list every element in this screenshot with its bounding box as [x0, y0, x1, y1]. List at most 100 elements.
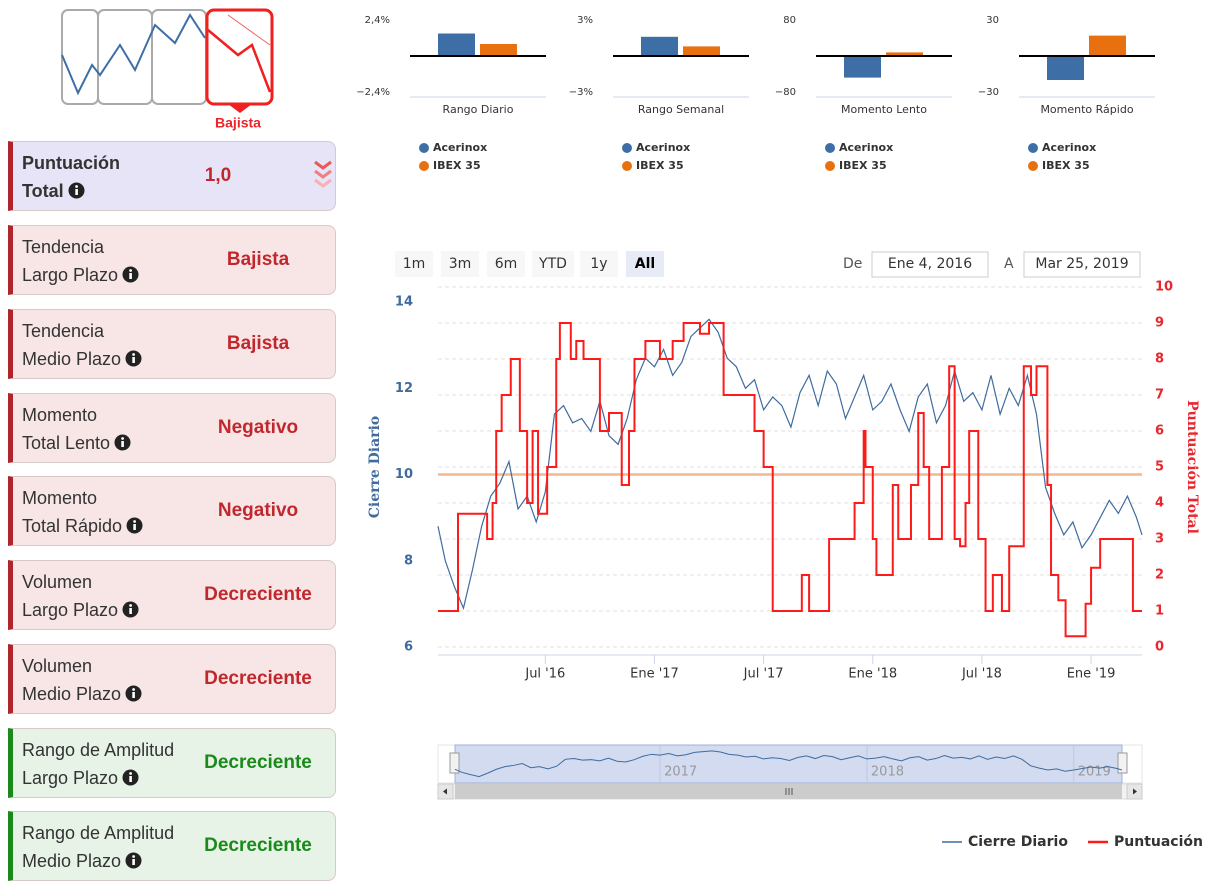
info-bar [121, 441, 124, 447]
info-icon[interactable] [125, 852, 142, 869]
range-button-label[interactable]: All [635, 256, 655, 272]
range-button[interactable] [626, 251, 664, 277]
arrow-right [1133, 788, 1137, 795]
from-date[interactable]: Ene 4, 2016 [888, 256, 972, 272]
navigator-handle[interactable] [1117, 752, 1128, 774]
label-line: Momento [22, 488, 98, 508]
legend-marker[interactable] [419, 143, 429, 153]
y2-tick-label: 8 [1155, 352, 1164, 367]
y2-tick-label: 9 [1155, 316, 1164, 331]
legend-marker[interactable] [622, 143, 632, 153]
score-label: Volumen Largo Plazo [22, 568, 139, 624]
info-bar [74, 189, 78, 195]
legend-label[interactable]: Acerinox [839, 141, 893, 154]
legend-label[interactable]: Puntuación [1114, 834, 1203, 850]
label-line: Tendencia [22, 321, 105, 341]
legend-marker[interactable] [622, 161, 632, 171]
label-line: Medio Plazo [22, 851, 122, 871]
navigator-window[interactable] [454, 744, 1123, 784]
chevron [314, 160, 332, 170]
label-line: Rango de Amplitud [22, 740, 175, 760]
y2-tick-label: 4 [1155, 496, 1164, 511]
info-bar [132, 859, 135, 865]
score-card: Volumen Medio Plazo Decreciente [8, 644, 336, 714]
legend-marker[interactable] [1028, 161, 1038, 171]
range-button-label[interactable]: 1m [403, 256, 426, 272]
legend-label[interactable]: IBEX 35 [1042, 159, 1090, 172]
chart-title: Momento Lento [841, 103, 927, 116]
y2-tick-label: 3 [1155, 532, 1164, 547]
icon-trend [227, 14, 271, 46]
score-value: 1,0 [204, 165, 232, 186]
score-value: Decreciente [204, 668, 312, 689]
range-button[interactable] [441, 251, 479, 277]
legend-label[interactable]: Acerinox [636, 141, 690, 154]
icon-pointer [228, 104, 252, 113]
info-dot [132, 688, 136, 691]
icon-label: Bajista [215, 115, 261, 131]
legend-label[interactable]: Acerinox [433, 141, 487, 154]
bar [438, 33, 475, 56]
legend-label[interactable]: Acerinox [1042, 141, 1096, 154]
from-input[interactable] [871, 251, 989, 278]
legend-marker[interactable] [825, 161, 835, 171]
score-card: Momento Total Rápido Negativo [8, 476, 336, 546]
info-icon[interactable] [122, 769, 139, 786]
info-icon[interactable] [125, 685, 142, 702]
range-button[interactable] [487, 251, 525, 277]
info-icon[interactable] [114, 434, 131, 451]
arrow-left [443, 788, 447, 795]
label-line: Largo Plazo [22, 600, 119, 620]
y-tick-label: 12 [395, 381, 413, 396]
series-line [438, 322, 1142, 638]
score-card: Volumen Largo Plazo Decreciente [8, 560, 336, 630]
info-icon[interactable] [125, 350, 142, 367]
to-label: A [1004, 256, 1014, 272]
range-button[interactable] [395, 251, 433, 277]
navigator-label: 2017 [664, 765, 697, 780]
label-line: Total Rápido [22, 516, 123, 536]
legend-label[interactable]: IBEX 35 [636, 159, 684, 172]
to-input[interactable] [1023, 251, 1141, 278]
bar [1047, 56, 1084, 80]
chart-title: Rango Semanal [638, 103, 724, 116]
info-icon[interactable] [122, 266, 139, 283]
score-label: Tendencia Medio Plazo [22, 317, 142, 373]
score-value: Bajista [226, 249, 290, 270]
navigator-label: 2018 [871, 765, 904, 780]
legend-marker[interactable] [1028, 143, 1038, 153]
icon-line [207, 29, 272, 93]
legend-marker[interactable] [419, 161, 429, 171]
info-dot [132, 353, 136, 356]
chart-title: Rango Diario [443, 103, 514, 116]
navigator-line [454, 750, 1123, 778]
chevron [314, 169, 332, 179]
legend-marker[interactable] [825, 143, 835, 153]
info-dot [133, 520, 137, 523]
score-value: Bajista [226, 333, 290, 354]
score-value: Negativo [217, 500, 299, 521]
legend-label[interactable]: IBEX 35 [433, 159, 481, 172]
score-label: Tendencia Largo Plazo [22, 233, 139, 289]
range-button[interactable] [532, 251, 574, 277]
range-button-label[interactable]: 6m [495, 256, 518, 272]
range-button-label[interactable]: 1y [590, 256, 607, 272]
info-icon[interactable] [126, 517, 143, 534]
label-line: Medio Plazo [22, 349, 122, 369]
info-icon[interactable] [122, 601, 139, 618]
range-button[interactable] [580, 251, 618, 277]
label-line: Total Lento [22, 433, 111, 453]
navigator-handle[interactable] [449, 752, 460, 774]
y-tick-label: −2,4% [356, 87, 390, 98]
range-button-label[interactable]: 3m [449, 256, 472, 272]
legend-label[interactable]: IBEX 35 [839, 159, 887, 172]
range-button-label[interactable]: YTD [538, 256, 567, 272]
chevron [314, 178, 332, 188]
info-icon[interactable] [68, 182, 85, 199]
legend-label[interactable]: Cierre Diario [968, 834, 1068, 850]
series-line [437, 318, 1143, 611]
to-date[interactable]: Mar 25, 2019 [1035, 256, 1128, 272]
